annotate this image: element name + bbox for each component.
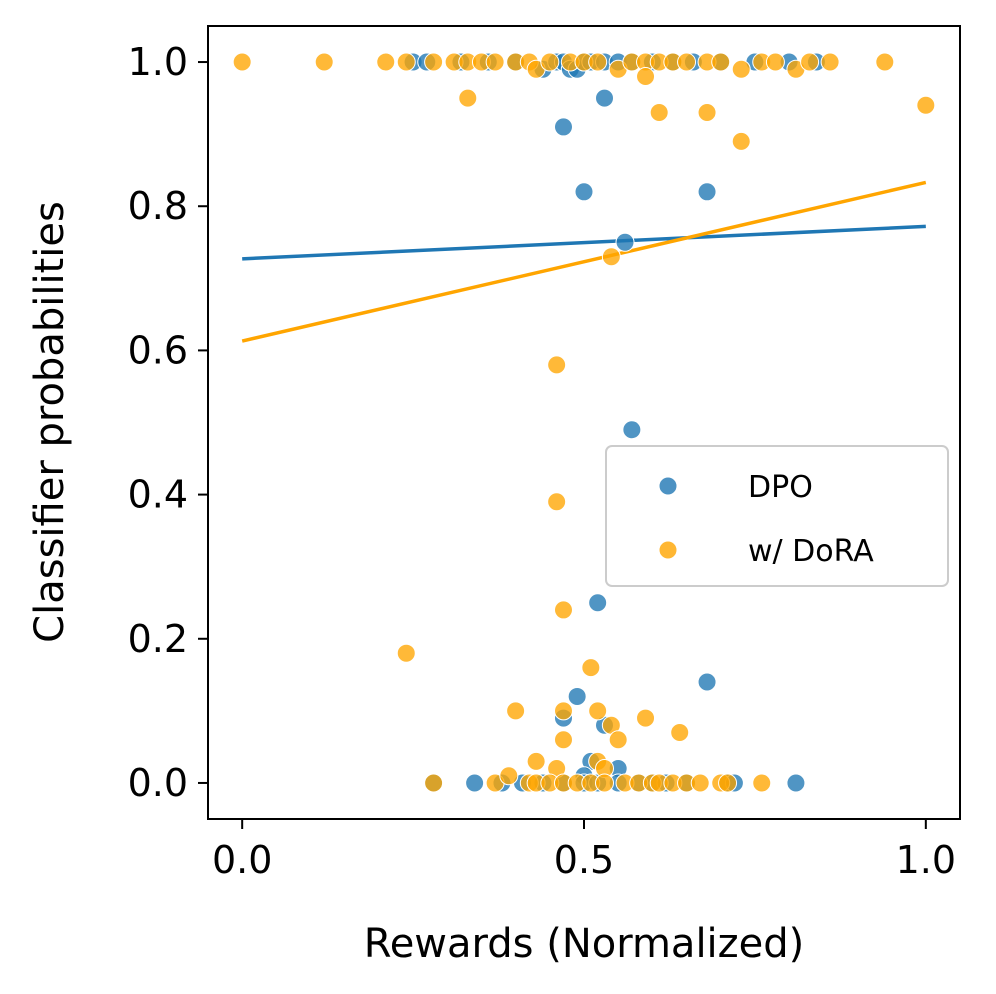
- data-point-dora: [232, 52, 252, 72]
- y-axis-label: Classifier probabilities: [27, 201, 73, 643]
- y-axis-ticks: 0.0 0.2 0.4 0.6 0.8 1.0: [128, 40, 208, 805]
- data-point-dpo: [553, 117, 573, 137]
- data-point-dora: [752, 773, 772, 793]
- data-point-dpo: [697, 182, 717, 202]
- plot-area: [207, 25, 961, 820]
- legend-marker-dpo: [658, 476, 678, 496]
- data-point-dora: [697, 103, 717, 123]
- data-point-dora: [314, 52, 334, 72]
- data-point-dora: [916, 95, 936, 115]
- data-point-dora: [588, 701, 608, 721]
- data-point-dpo: [567, 686, 587, 706]
- y-tick-label: 0.6: [128, 328, 188, 372]
- data-point-dora: [636, 708, 656, 728]
- data-point-dora: [458, 88, 478, 108]
- data-point-dora: [677, 52, 697, 72]
- trendlines: [241, 180, 927, 343]
- data-point-dpo: [588, 593, 608, 613]
- data-point-dpo: [574, 182, 594, 202]
- data-point-dora: [670, 722, 690, 742]
- data-point-dora: [588, 52, 608, 72]
- data-point-dora: [553, 600, 573, 620]
- data-point-dora: [875, 52, 895, 72]
- data-point-dpo: [465, 773, 485, 793]
- x-tick-label: 0.0: [212, 838, 272, 882]
- data-point-dora: [690, 773, 710, 793]
- data-point-dora: [820, 52, 840, 72]
- legend: DPO w/ DoRA: [605, 445, 949, 587]
- y-tick-label: 0.4: [128, 473, 188, 517]
- legend-marker-dora: [658, 540, 678, 560]
- data-point-dora: [547, 492, 567, 512]
- trendline-dpo: [242, 224, 926, 261]
- data-point-dora: [424, 52, 444, 72]
- data-point-dora: [731, 131, 751, 151]
- legend-box: [605, 445, 949, 587]
- data-point-dora: [765, 52, 785, 72]
- data-point-dora: [547, 355, 567, 375]
- data-point-dora: [506, 701, 526, 721]
- data-point-dora: [396, 643, 416, 663]
- data-point-dpo: [697, 672, 717, 692]
- x-axis-ticks: 0.0 0.5 1.0: [212, 819, 956, 882]
- data-point-dora: [499, 766, 519, 786]
- x-tick-label: 1.0: [896, 838, 956, 882]
- data-point-dora: [608, 730, 628, 750]
- y-tick-label: 1.0: [128, 40, 188, 84]
- data-point-dora: [396, 52, 416, 72]
- data-point-dora: [553, 701, 573, 721]
- data-point-dora: [800, 52, 820, 72]
- trendline-dora: [241, 180, 927, 343]
- data-point-dora: [553, 730, 573, 750]
- data-point-dora: [649, 103, 669, 123]
- data-point-dora: [711, 52, 731, 72]
- y-tick-label: 0.2: [128, 617, 188, 661]
- data-point-dpo: [615, 232, 635, 252]
- y-tick-label: 0.8: [128, 184, 188, 228]
- data-point-dora: [718, 773, 738, 793]
- data-point-dora: [424, 773, 444, 793]
- legend-label-dpo: DPO: [748, 470, 813, 505]
- data-point-dpo: [786, 773, 806, 793]
- plot-background: [208, 26, 960, 819]
- data-point-dpo: [622, 420, 642, 440]
- data-point-dora: [376, 52, 396, 72]
- data-point-dora: [540, 52, 560, 72]
- data-point-dpo: [595, 88, 615, 108]
- x-axis-label: Rewards (Normalized): [364, 921, 805, 967]
- data-point-dora: [526, 751, 546, 771]
- data-point-dora: [581, 658, 601, 678]
- data-point-dora: [731, 59, 751, 79]
- data-point-dora: [595, 773, 615, 793]
- data-points: [232, 52, 936, 793]
- data-point-dora: [601, 247, 621, 267]
- legend-label-dora: w/ DoRA: [748, 534, 874, 569]
- x-tick-label: 0.5: [554, 838, 614, 882]
- y-tick-label: 0.0: [128, 761, 188, 805]
- data-point-dora: [636, 66, 656, 86]
- data-point-dora: [485, 52, 505, 72]
